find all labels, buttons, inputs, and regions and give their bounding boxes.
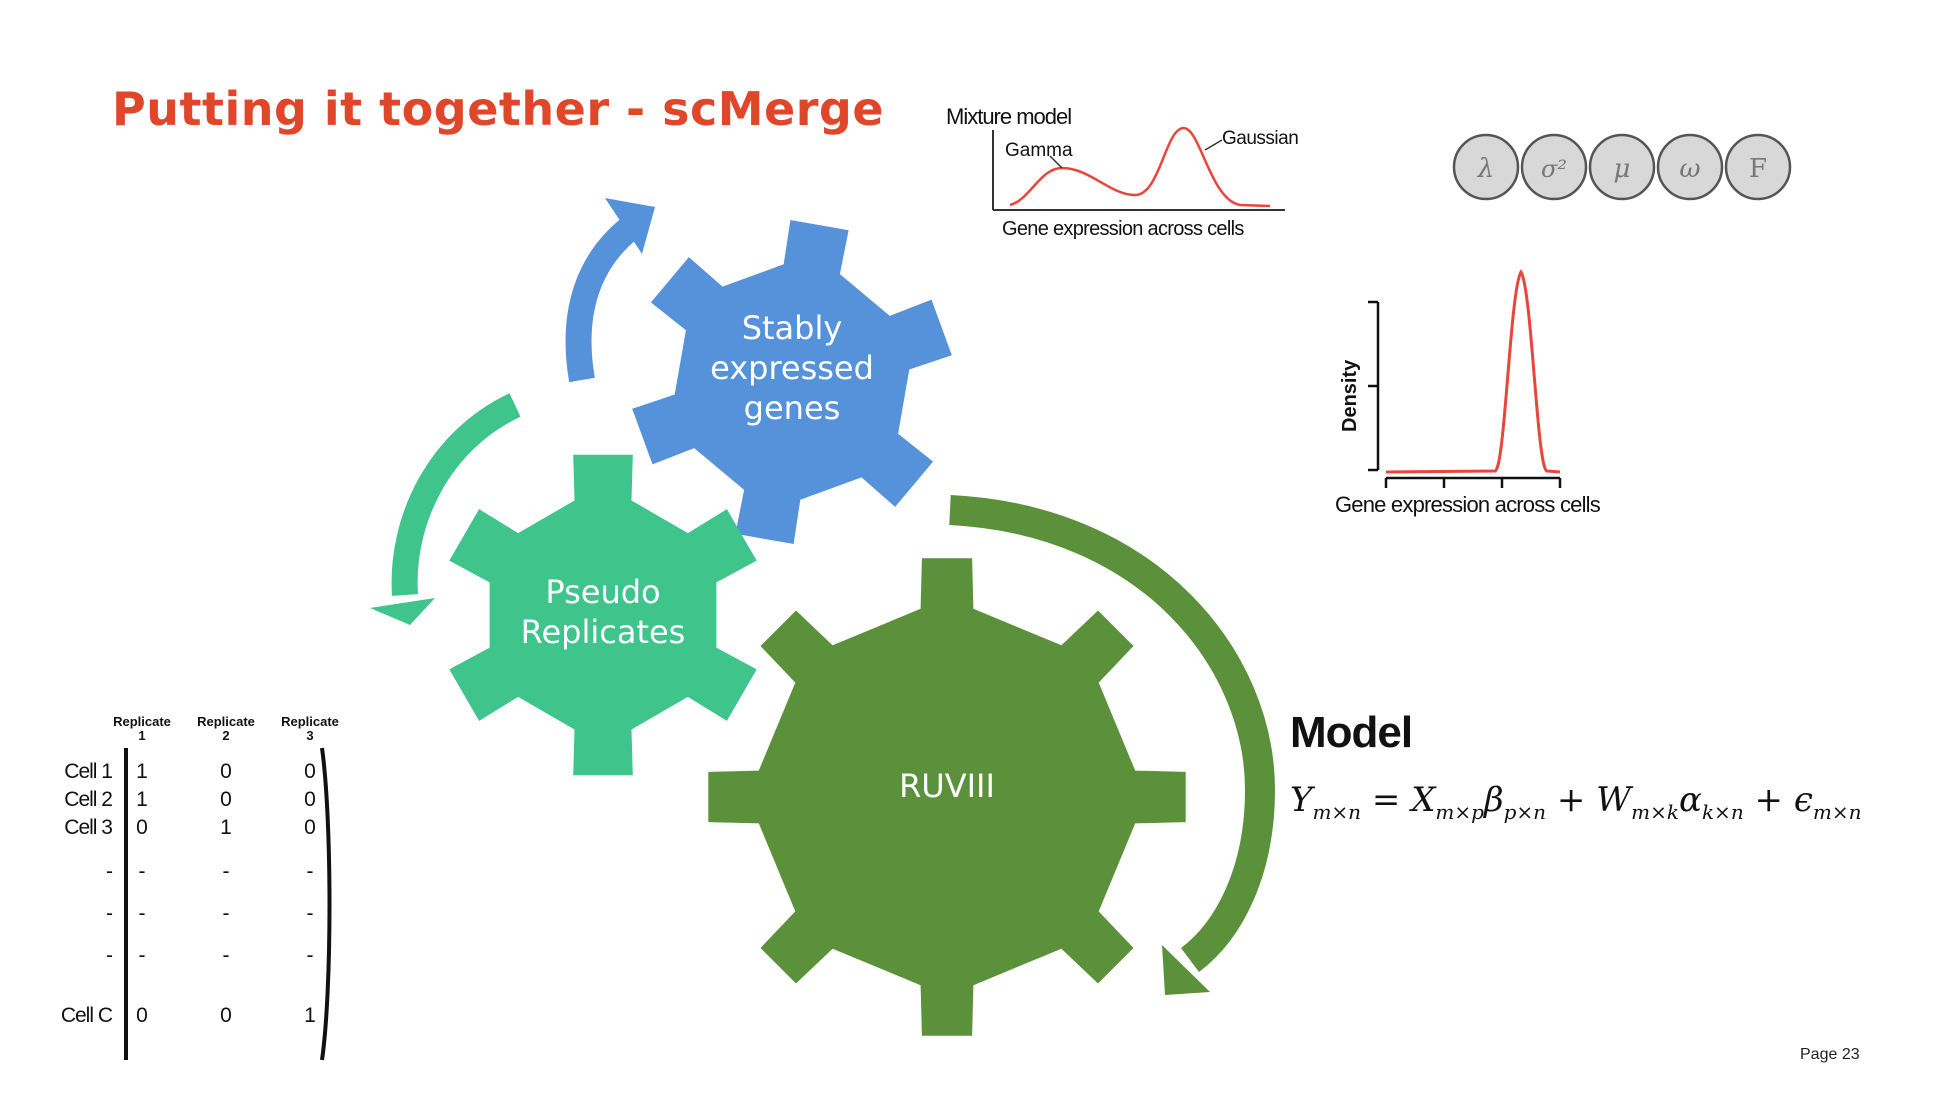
matrix-cell: 1 [304, 1004, 316, 1027]
matrix-cell: 0 [220, 788, 232, 811]
matrix-cell: 0 [220, 760, 232, 783]
page-number: Page 23 [1800, 1046, 1860, 1063]
ruviii-gear [708, 558, 1186, 1036]
eq-equals: = [1371, 780, 1401, 820]
param-omega: ω [1679, 154, 1700, 184]
eq-lhs: Y [1290, 780, 1313, 820]
eq-x: X [1411, 780, 1436, 820]
header-rep1-num: 1 [138, 728, 145, 743]
density-ylabel: Density [1339, 359, 1361, 432]
matrix-cell: 1 [220, 816, 232, 839]
green-arrow-head [1162, 945, 1210, 995]
matrix-row-label: Cell 1 [64, 760, 112, 783]
matrix-cell: - [139, 944, 146, 967]
eq-alpha-sub: k×n [1701, 799, 1744, 824]
matrix-row-label: Cell 2 [64, 788, 112, 811]
stably-label-line2: expressed [710, 349, 874, 387]
model-title: Model [1290, 708, 1413, 757]
matrix-row-label: Cell 3 [64, 816, 112, 839]
matrix-row-label: Cell C [61, 1004, 113, 1027]
header-rep1: Replicate [113, 714, 171, 729]
matrix-cell: - [307, 944, 314, 967]
header-rep3: Replicate [281, 714, 339, 729]
gaussian-label: Gaussian [1222, 128, 1298, 149]
matrix-cell: 0 [304, 816, 316, 839]
green-cycle-arrow [949, 495, 1276, 972]
eq-epsilon-sub: m×n [1812, 799, 1862, 824]
stably-expressed-gear [632, 220, 952, 544]
matrix-cell: - [223, 902, 230, 925]
stably-label-line1: Stably [742, 309, 843, 347]
matrix-cell: - [307, 860, 314, 883]
mixture-curve [1009, 126, 1271, 208]
matrix-cell: - [139, 860, 146, 883]
header-rep2-num: 2 [222, 728, 229, 743]
matrix-cell: - [223, 860, 230, 883]
matrix-cell: - [139, 902, 146, 925]
pseudo-label-line2: Replicates [521, 613, 686, 651]
model-equation: Ym×n = Xm×pβp×n + Wm×kαk×n + ϵm×n [1290, 780, 1861, 824]
matrix-cell: 0 [136, 1004, 148, 1027]
param-sigma: σ² [1541, 155, 1567, 183]
matrix-cell: 1 [136, 760, 148, 783]
matrix-cell: - [307, 902, 314, 925]
eq-plus-1: + [1556, 780, 1586, 820]
replicate-matrix: Replicate 1 Replicate 2 Replicate 3 Cell… [61, 714, 339, 1061]
blue-arrow-head [605, 198, 655, 254]
param-mu: μ [1614, 154, 1631, 184]
slide-title: Putting it together - scMerge [112, 82, 885, 136]
eq-alpha: α [1678, 780, 1702, 820]
header-rep3-num: 3 [306, 728, 313, 743]
mixture-title: Mixture model [946, 104, 1071, 129]
blue-cycle-arrow [565, 217, 639, 383]
eq-lhs-sub: m×n [1312, 799, 1362, 824]
eq-epsilon: ϵ [1793, 780, 1813, 820]
header-rep2: Replicate [197, 714, 255, 729]
eq-plus-2: + [1754, 780, 1784, 820]
matrix-cell: 0 [304, 760, 316, 783]
eq-beta-sub: p×n [1503, 799, 1547, 824]
parameter-circles: λ σ² μ ω F [1452, 133, 1792, 201]
mixture-xlabel: Gene expression across cells [1002, 218, 1244, 240]
stably-label-line3: genes [744, 389, 841, 427]
matrix-cell: - [223, 944, 230, 967]
matrix-cell: 0 [220, 1004, 232, 1027]
matrix-cell: 1 [136, 788, 148, 811]
param-lambda: λ [1477, 154, 1494, 184]
eq-w-sub: m×k [1631, 799, 1679, 824]
pseudo-replicates-gear [449, 454, 757, 776]
pseudo-label-line1: Pseudo [545, 573, 660, 611]
ruviii-label: RUVIII [899, 767, 995, 805]
matrix-row-label: - [106, 902, 113, 925]
param-f: F [1749, 154, 1767, 184]
matrix-cell: 0 [304, 788, 316, 811]
mixture-model-plot: Mixture model Gamma Gaussian Gene expres… [946, 104, 1299, 240]
density-xlabel: Gene expression across cells [1335, 492, 1601, 517]
gamma-label: Gamma [1005, 140, 1073, 161]
density-plot: Density Gene expression across cells [1335, 269, 1602, 517]
eq-w: W [1596, 780, 1632, 820]
density-curve [1385, 269, 1561, 474]
teal-arrow-head [370, 598, 435, 625]
teal-cycle-arrow [391, 393, 521, 596]
matrix-row-label: - [106, 860, 113, 883]
eq-x-sub: m×p [1435, 799, 1484, 824]
matrix-row-label: - [106, 944, 113, 967]
eq-beta: β [1483, 780, 1504, 820]
matrix-cell: 0 [136, 816, 148, 839]
